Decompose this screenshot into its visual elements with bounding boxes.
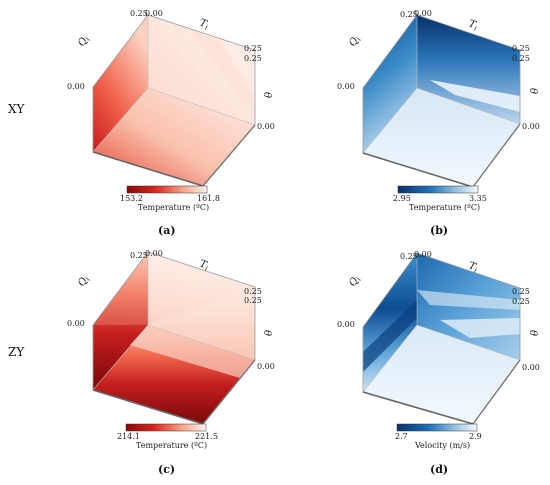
panel-caption: (d) xyxy=(430,463,448,476)
tick-label: 0.25 xyxy=(512,54,530,63)
colorbar-label: Temperature (ºC) xyxy=(409,203,480,212)
colorbar-d xyxy=(396,423,478,432)
cube-a xyxy=(92,14,256,187)
colorbar-min: 214.1 xyxy=(117,432,140,441)
tick-label: 0.00 xyxy=(522,363,540,372)
panel-caption: (c) xyxy=(158,463,175,476)
tick-label: 0.00 xyxy=(414,9,432,18)
cube-face-bottom xyxy=(363,88,520,187)
colorbar-label: Temperature (ºC) xyxy=(138,203,209,212)
tick-label: 0.00 xyxy=(67,319,85,328)
tick-label: 0.25 xyxy=(512,287,530,296)
tick-label: 0.00 xyxy=(257,122,275,131)
axis-label-t: Ti xyxy=(198,17,210,31)
panel-caption: (a) xyxy=(158,224,176,237)
tick-label: 0.25 xyxy=(244,296,262,305)
panel-d: 0.25 0.00 0.00 0.25 0.25 0.00 Qi Ti θ 2.… xyxy=(337,250,540,476)
cube-face-back xyxy=(148,15,255,125)
cube-c xyxy=(92,251,256,425)
colorbar-min: 2.7 xyxy=(395,432,408,441)
axis-label-q: Qi xyxy=(347,274,363,289)
colorbar-a xyxy=(126,185,208,194)
axis-label-theta: θ xyxy=(261,330,272,336)
panel-b: 0.25 0.00 0.00 0.25 0.25 0.00 Qi Ti θ 2.… xyxy=(337,9,540,237)
colorbar-max: 161.8 xyxy=(197,194,220,203)
tick-label: 0.25 xyxy=(244,44,262,53)
cube-d xyxy=(362,252,521,425)
cube-b xyxy=(362,14,521,188)
tick-label: 0.00 xyxy=(337,320,355,329)
axis-label-t: Ti xyxy=(467,260,479,274)
tick-label: 0.00 xyxy=(522,122,540,131)
cube-face-left xyxy=(363,15,417,153)
cube-face-left xyxy=(93,15,148,152)
colorbar-b xyxy=(397,185,479,194)
tick-label: 0.25 xyxy=(512,44,530,53)
tick-label: 0.00 xyxy=(67,82,85,91)
axis-label-theta: θ xyxy=(527,330,538,336)
panel-c: 0.25 0.00 0.00 0.25 0.25 0.00 Qi Ti θ 21… xyxy=(67,249,275,476)
panel-a: 0.25 0.00 0.00 0.25 0.25 0.00 Qi Ti θ 15… xyxy=(67,9,275,237)
colorbar-label: Velocity (m/s) xyxy=(414,441,470,450)
tick-label: 0.25 xyxy=(400,10,418,19)
tick-label: 0.25 xyxy=(130,251,148,260)
tick-label: 0.00 xyxy=(257,362,275,371)
axis-label-t: Ti xyxy=(198,258,210,272)
tick-label: 0.25 xyxy=(244,287,262,296)
colorbar-max: 221.5 xyxy=(195,432,218,441)
colorbar-c xyxy=(125,423,207,432)
axis-label-theta: θ xyxy=(261,92,272,98)
cube-face-bottom xyxy=(363,325,520,424)
axis-label-q: Qi xyxy=(347,34,363,49)
row-label-xy: XY xyxy=(8,102,26,116)
colorbar-min: 153.2 xyxy=(120,194,143,203)
tick-label: 0.25 xyxy=(400,252,418,261)
row-label-zy: ZY xyxy=(8,345,25,359)
tick-label: 0.25 xyxy=(512,297,530,306)
tick-label: 0.00 xyxy=(145,249,163,258)
colorbar-max: 3.35 xyxy=(469,194,487,203)
tick-label: 0.00 xyxy=(337,82,355,91)
tick-label: 0.25 xyxy=(130,9,148,18)
axis-label-t: Ti xyxy=(467,18,479,32)
axis-label-q: Qi xyxy=(76,274,92,289)
axis-label-theta: θ xyxy=(527,88,538,94)
panel-caption: (b) xyxy=(430,224,448,237)
tick-label: 0.25 xyxy=(244,54,262,63)
cube-face-bottom xyxy=(93,88,255,186)
colorbar-label: Temperature (ºC) xyxy=(136,441,207,450)
axis-label-q: Qi xyxy=(76,34,92,49)
tick-label: 0.00 xyxy=(145,9,163,18)
colorbar-max: 2.9 xyxy=(469,432,482,441)
tick-label: 0.00 xyxy=(414,250,432,259)
colorbar-min: 2.95 xyxy=(393,194,411,203)
